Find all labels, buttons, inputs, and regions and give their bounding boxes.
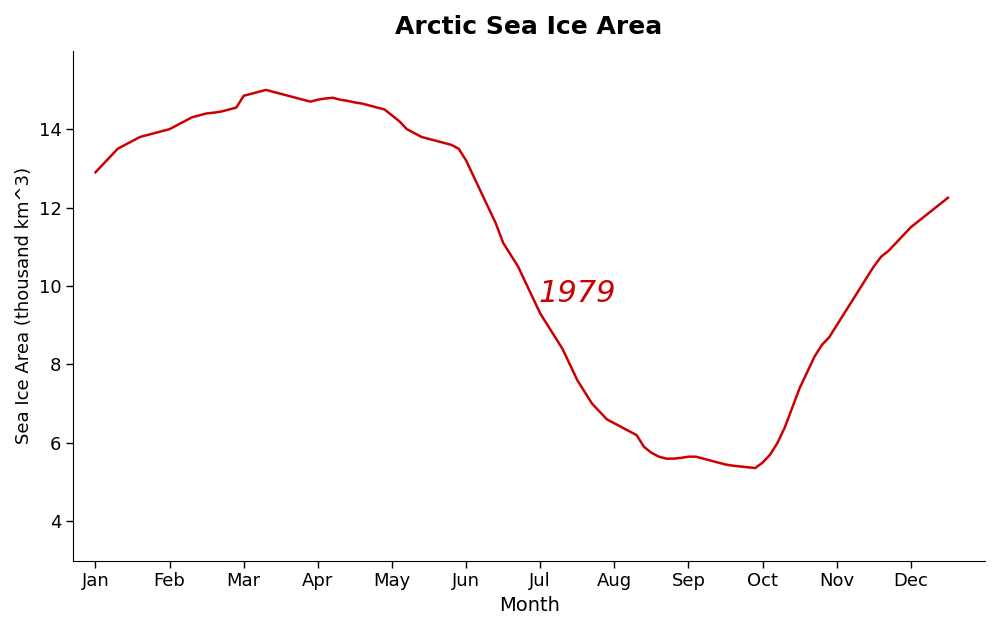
Title: Arctic Sea Ice Area: Arctic Sea Ice Area bbox=[395, 15, 663, 39]
Y-axis label: Sea Ice Area (thousand km^3): Sea Ice Area (thousand km^3) bbox=[15, 167, 33, 444]
Text: 1979: 1979 bbox=[539, 279, 616, 308]
X-axis label: Month: Month bbox=[499, 596, 560, 615]
